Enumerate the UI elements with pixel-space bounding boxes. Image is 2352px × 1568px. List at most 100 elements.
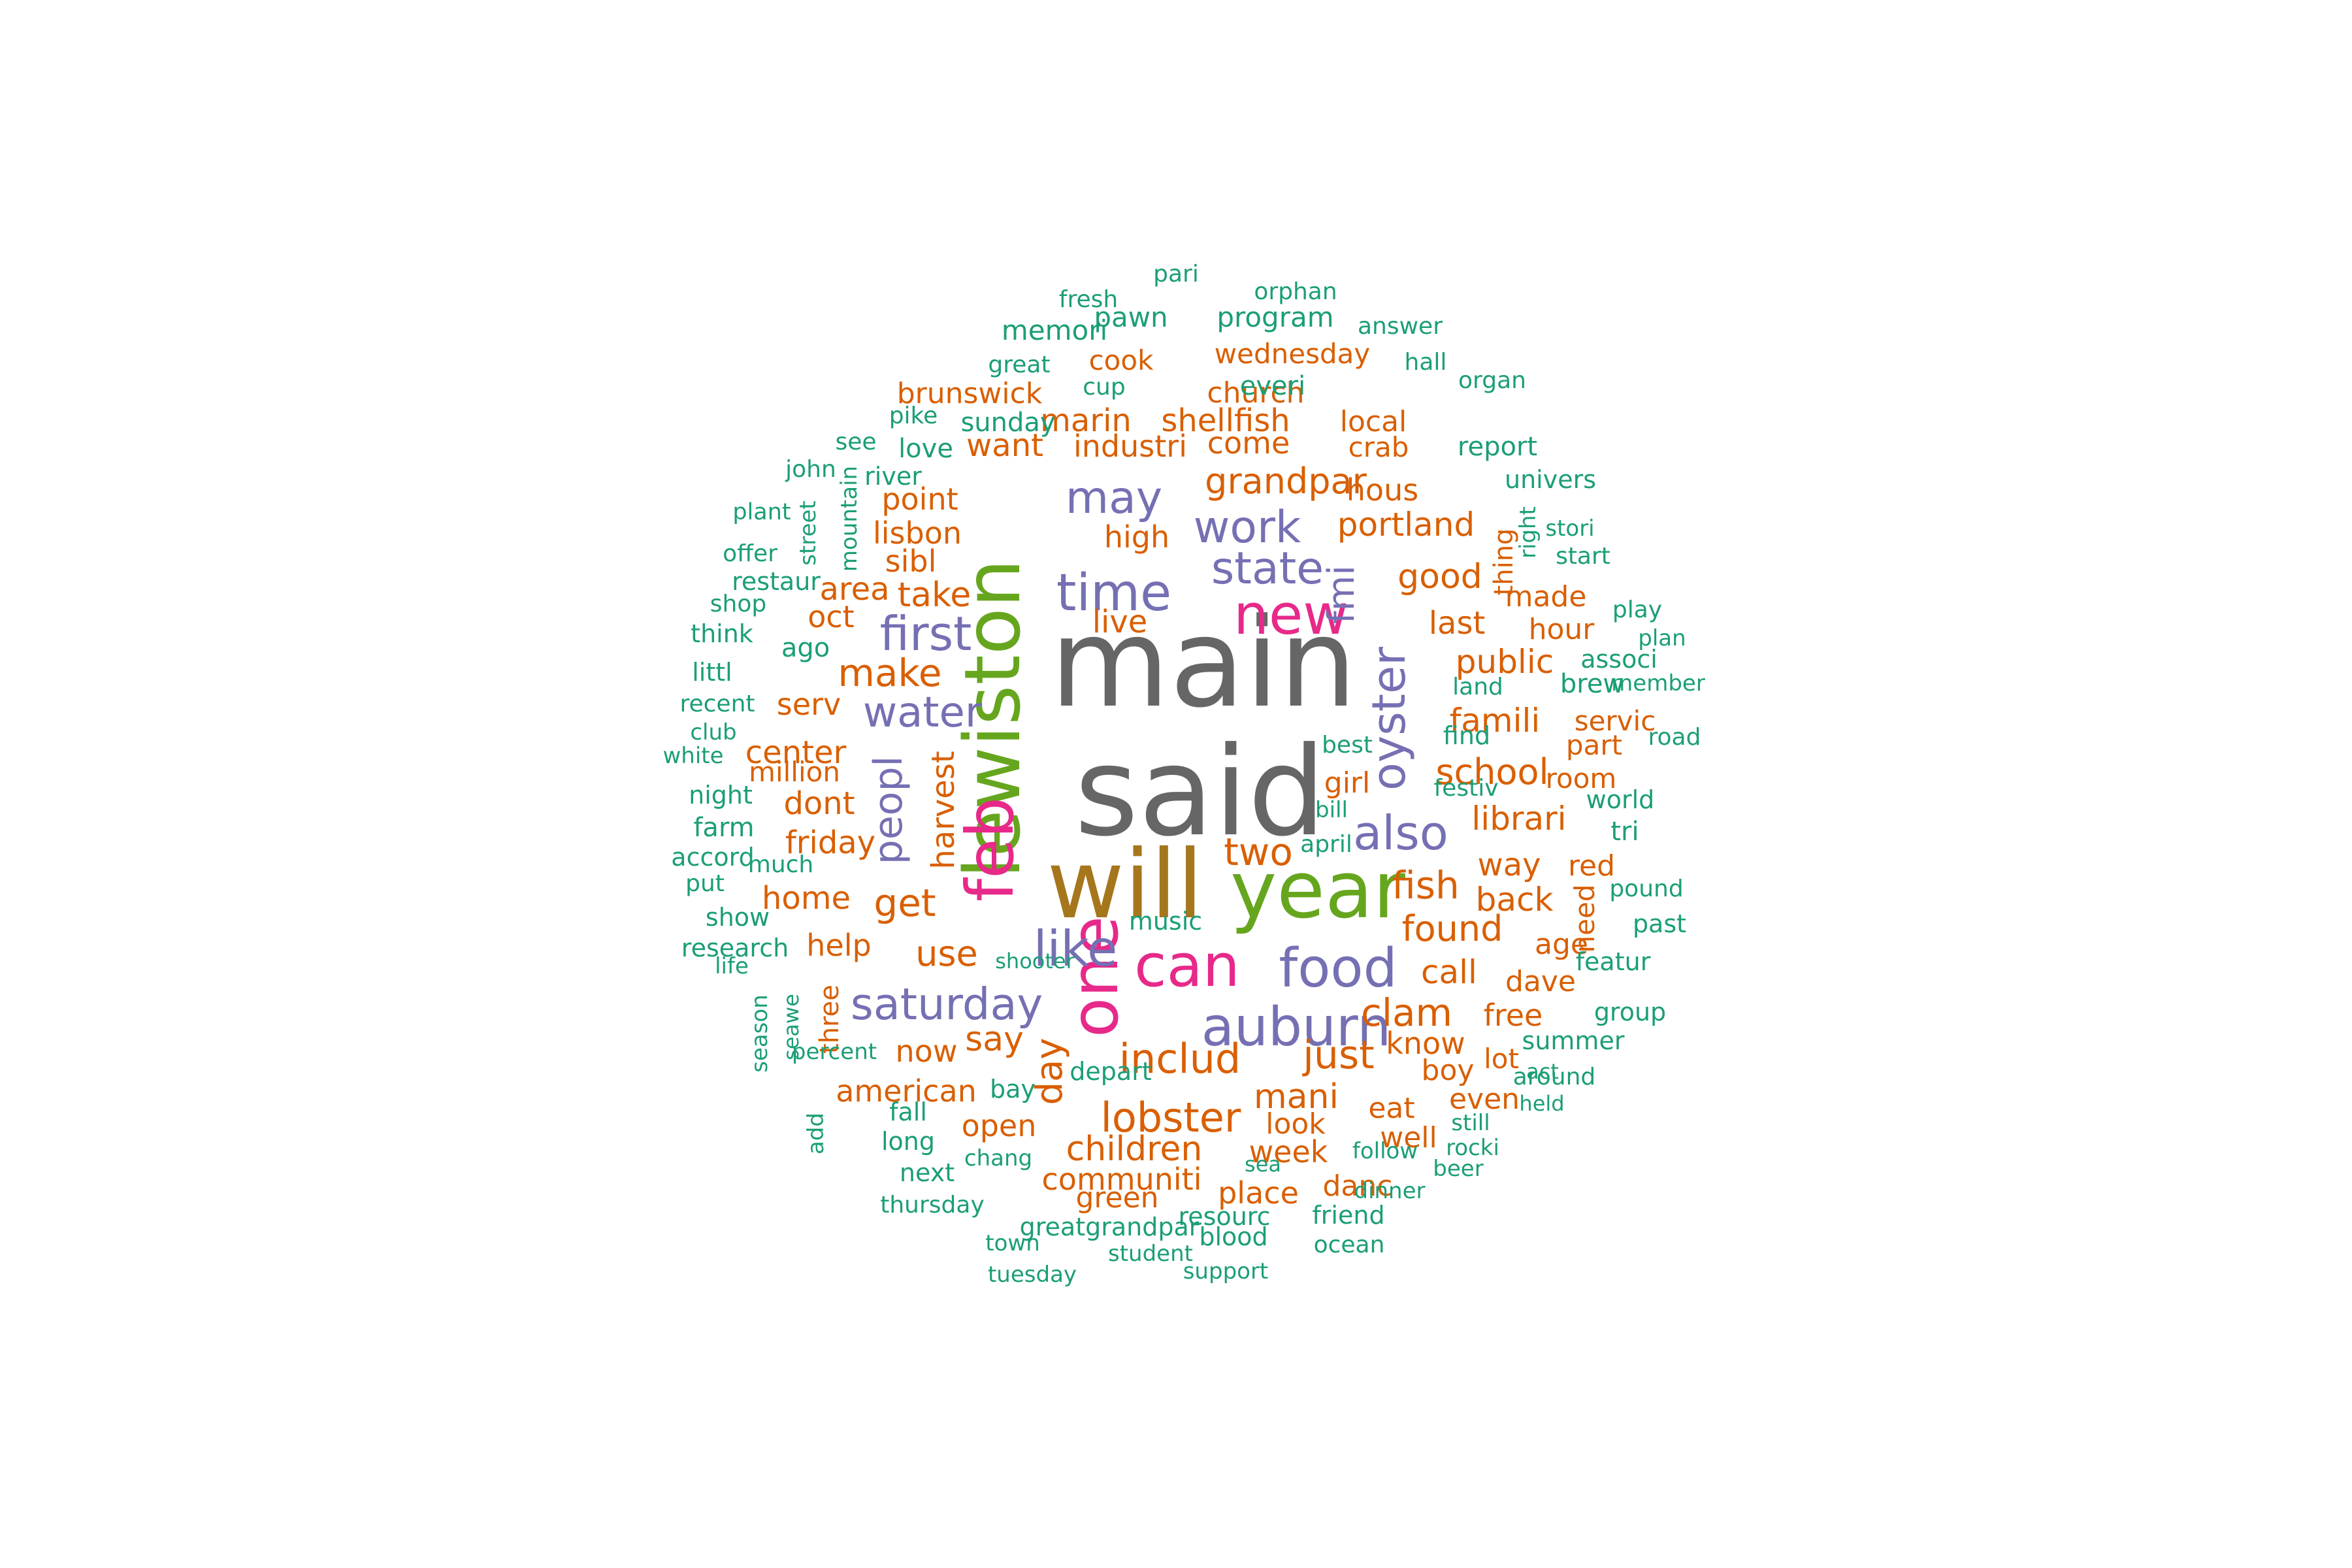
cloud-word-oct: oct: [808, 599, 854, 634]
cloud-word-littl: littl: [692, 658, 732, 687]
cloud-word-act: act: [1526, 1059, 1559, 1084]
cloud-word-pari: pari: [1153, 261, 1199, 287]
cloud-word-mani: mani: [1254, 1077, 1339, 1117]
cloud-word-may: may: [1066, 472, 1162, 524]
cloud-word-mountain: mountain: [836, 466, 862, 572]
cloud-word-held: held: [1519, 1091, 1564, 1116]
cloud-word-music: music: [1129, 907, 1202, 936]
cloud-word-age: age: [1535, 928, 1588, 961]
cloud-word-start: start: [1556, 543, 1610, 570]
cloud-word-now: now: [896, 1034, 958, 1069]
cloud-word-hour: hour: [1529, 613, 1595, 646]
cloud-word-come: come: [1207, 425, 1290, 461]
cloud-word-million: million: [749, 756, 840, 788]
cloud-word-fish: fish: [1392, 863, 1460, 907]
cloud-word-found: found: [1402, 908, 1503, 949]
cloud-word-wednesday: wednesday: [1215, 338, 1370, 370]
cloud-word-group: group: [1594, 998, 1666, 1026]
cloud-word-friend: friend: [1312, 1201, 1384, 1230]
cloud-word-local: local: [1340, 405, 1407, 438]
cloud-word-center: center: [745, 734, 847, 771]
cloud-word-add: add: [803, 1113, 829, 1154]
cloud-word-open: open: [962, 1108, 1037, 1143]
cloud-word-percent: percent: [792, 1039, 877, 1065]
cloud-word-school: school: [1435, 751, 1548, 792]
cloud-word-seawe: seawe: [779, 994, 804, 1060]
cloud-word-next: next: [900, 1158, 955, 1187]
cloud-word-children: children: [1066, 1130, 1203, 1169]
cloud-word-world: world: [1586, 785, 1655, 814]
cloud-word-sunday: sunday: [960, 408, 1055, 438]
cloud-word-ocean: ocean: [1314, 1232, 1385, 1258]
cloud-word-support: support: [1183, 1258, 1269, 1284]
cloud-word-club: club: [690, 719, 736, 745]
cloud-word-love: love: [898, 434, 953, 464]
cloud-word-serv: serv: [777, 687, 841, 722]
cloud-word-find: find: [1443, 721, 1490, 750]
cloud-word-lewiston: lewiston: [947, 559, 1037, 878]
cloud-word-famili: famili: [1450, 702, 1541, 740]
cloud-word-crab: crab: [1348, 431, 1409, 463]
cloud-word-pike: pike: [889, 402, 938, 429]
cloud-word-fall: fall: [889, 1098, 927, 1126]
cloud-word-work: work: [1194, 502, 1301, 553]
cloud-word-blood: blood: [1199, 1222, 1267, 1251]
cloud-word-student: student: [1108, 1241, 1193, 1267]
cloud-word-marin: marin: [1040, 402, 1132, 439]
cloud-word-past: past: [1633, 909, 1686, 938]
cloud-word-can: can: [1134, 932, 1240, 1000]
cloud-word-auburn: auburn: [1201, 996, 1391, 1058]
cloud-word-think: think: [691, 619, 753, 648]
cloud-word-day: day: [1028, 1037, 1071, 1105]
cloud-word-new: new: [1233, 583, 1348, 647]
cloud-word-thursday: thursday: [880, 1192, 985, 1218]
cloud-word-life: life: [715, 953, 749, 979]
cloud-word-farm: farm: [693, 813, 754, 843]
cloud-word-one: one: [1056, 916, 1133, 1037]
cloud-word-like: like: [1034, 920, 1118, 977]
cloud-word-pawn: pawn: [1094, 301, 1168, 333]
cloud-word-includ: includ: [1119, 1035, 1241, 1083]
cloud-word-grandpar: grandpar: [1205, 461, 1367, 502]
cloud-word-saturday: saturday: [851, 979, 1043, 1030]
cloud-word-around: around: [1513, 1064, 1596, 1090]
cloud-word-road: road: [1648, 724, 1701, 751]
cloud-word-fresh: fresh: [1059, 286, 1118, 313]
cloud-word-ago: ago: [781, 633, 830, 663]
cloud-word-will: will: [1047, 830, 1203, 940]
cloud-word-tri: tri: [1610, 817, 1639, 847]
cloud-word-public: public: [1456, 643, 1554, 681]
cloud-word-festiv: festiv: [1434, 775, 1499, 802]
cloud-word-recent: recent: [679, 691, 755, 717]
cloud-word-green: green: [1075, 1181, 1158, 1215]
cloud-word-plant: plant: [732, 499, 791, 525]
cloud-word-pound: pound: [1609, 875, 1683, 902]
cloud-word-orphan: orphan: [1254, 278, 1337, 305]
cloud-word-made: made: [1505, 580, 1587, 613]
cloud-word-answer: answer: [1358, 313, 1443, 340]
cloud-word-univers: univers: [1505, 465, 1596, 494]
cloud-word-need: need: [1569, 885, 1601, 953]
cloud-word-use: use: [915, 933, 978, 974]
cloud-word-stori: stori: [1545, 515, 1594, 542]
cloud-word-state: state: [1211, 543, 1324, 595]
cloud-word-right: right: [1515, 506, 1541, 559]
cloud-word-cup: cup: [1083, 374, 1125, 400]
cloud-word-river: river: [864, 462, 922, 491]
cloud-word-time: time: [1056, 564, 1171, 623]
cloud-word-eat: eat: [1368, 1092, 1414, 1125]
cloud-word-cook: cook: [1089, 344, 1154, 376]
cloud-word-member: member: [1611, 670, 1705, 696]
cloud-word-librari: librari: [1471, 800, 1566, 838]
cloud-word-resourc: resourc: [1179, 1202, 1271, 1231]
cloud-word-room: room: [1546, 762, 1617, 794]
cloud-word-town: town: [985, 1230, 1040, 1256]
cloud-word-plan: plan: [1638, 625, 1686, 651]
cloud-word-dave: dave: [1505, 965, 1576, 998]
cloud-word-food: food: [1279, 938, 1397, 1000]
cloud-word-two: two: [1224, 830, 1293, 874]
cloud-word-part: part: [1566, 729, 1622, 761]
cloud-word-back: back: [1476, 881, 1554, 919]
cloud-word-shop: shop: [710, 591, 766, 617]
